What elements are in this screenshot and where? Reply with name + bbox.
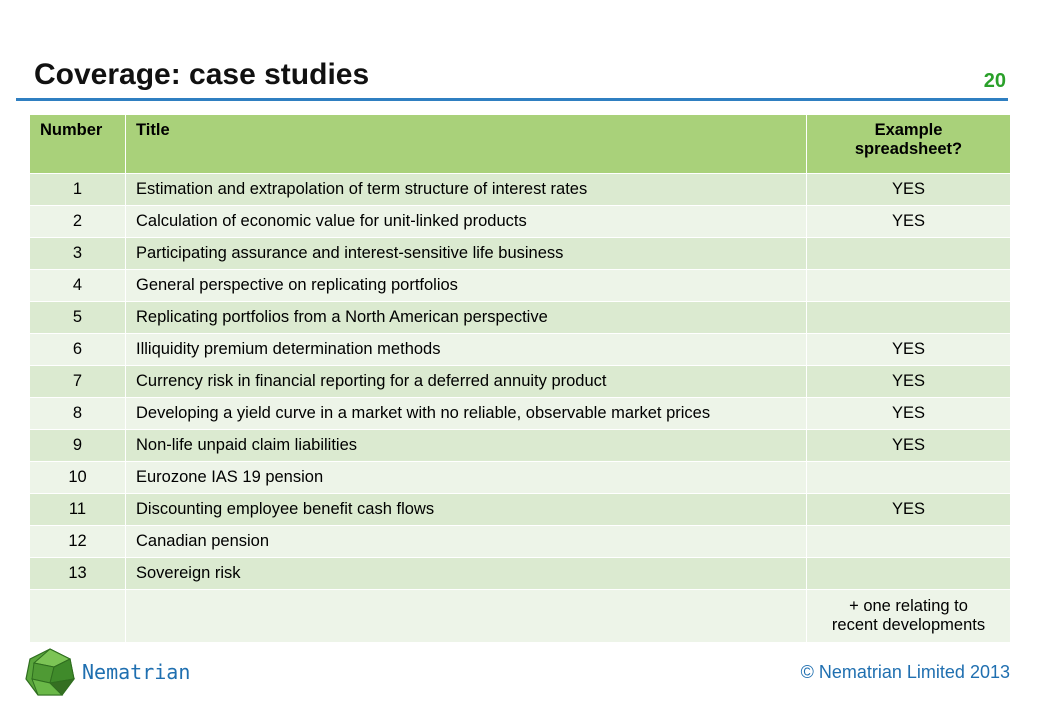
table-row: 2 Calculation of economic value for unit-… [29,205,1011,238]
table-row: 10 Eurozone IAS 19 pension [29,461,1011,494]
table-row: 4 General perspective on replicating port… [29,269,1011,302]
case-title: Discounting employee benefit cash flows [125,493,807,526]
example-spreadsheet: YES [806,365,1011,398]
case-title: Eurozone IAS 19 pension [125,461,807,494]
example-spreadsheet: YES [806,397,1011,430]
example-spreadsheet [806,557,1011,590]
header-example: Example spreadsheet? [806,114,1011,174]
example-spreadsheet [806,461,1011,494]
case-number: 6 [29,333,126,366]
header-title: Title [125,114,807,174]
table-row: 3 Participating assurance and interest-se… [29,237,1011,270]
table-body: 1 Estimation and extrapolation of term st… [29,173,1011,643]
example-spreadsheet: YES [806,333,1011,366]
table-row: 1 Estimation and extrapolation of term st… [29,173,1011,206]
case-number: 2 [29,205,126,238]
example-spreadsheet: YES [806,493,1011,526]
case-studies-table: Number Title Example spreadsheet? 1 Estima… [29,114,1011,643]
case-title: Non-life unpaid claim liabilities [125,429,807,462]
table-row: 13 Sovereign risk [29,557,1011,590]
case-number: 9 [29,429,126,462]
case-number: 7 [29,365,126,398]
case-title: Canadian pension [125,525,807,558]
case-number: 10 [29,461,126,494]
case-title: Estimation and extrapolation of term str… [125,173,807,206]
case-number: 8 [29,397,126,430]
title-divider [16,98,1008,101]
example-spreadsheet [806,301,1011,334]
case-number: 12 [29,525,126,558]
table-cell-empty [125,589,807,643]
case-number: 5 [29,301,126,334]
green-polyhedron-icon [25,648,76,696]
case-title: Replicating portfolios from a North Amer… [125,301,807,334]
example-spreadsheet [806,525,1011,558]
table-row: 12 Canadian pension [29,525,1011,558]
case-number: 4 [29,269,126,302]
table-row: 5 Replicating portfolios from a North Ame… [29,301,1011,334]
example-spreadsheet: YES [806,173,1011,206]
table-cell-empty [29,589,126,643]
table-row: 8 Developing a yield curve in a market wi… [29,397,1011,430]
footnote-line: + one relating to [849,597,968,615]
case-title: Calculation of economic value for unit-l… [125,205,807,238]
table-row: 6 Illiquidity premium determination metho… [29,333,1011,366]
example-spreadsheet [806,237,1011,270]
brand-name: Nematrian [82,660,191,684]
table-row: 9 Non-life unpaid claim liabilities YES [29,429,1011,462]
case-title: Participating assurance and interest-sen… [125,237,807,270]
case-title: Developing a yield curve in a market wit… [125,397,807,430]
nematrian-logo [24,647,76,704]
footnote-line: recent developments [831,616,986,634]
copyright: © Nematrian Limited 2013 [800,662,1010,682]
case-title: Illiquidity premium determination method… [125,333,807,366]
example-spreadsheet: YES [806,205,1011,238]
case-number: 1 [29,173,126,206]
case-title: General perspective on replicating portf… [125,269,807,302]
case-number: 3 [29,237,126,270]
page-number: 20 [983,70,1006,92]
header-number: Number [29,114,126,174]
table-header-row: Number Title Example spreadsheet? [29,114,1011,174]
footnote-cell: + one relating to recent developments [806,589,1011,643]
case-title: Sovereign risk [125,557,807,590]
table-row: 11 Discounting employee benefit cash flow… [29,493,1011,526]
case-title: Currency risk in financial reporting for… [125,365,807,398]
case-number: 11 [29,493,126,526]
example-spreadsheet: YES [806,429,1011,462]
slide-title: Coverage: case studies [34,58,370,91]
case-number: 13 [29,557,126,590]
table-row: 7 Currency risk in financial reporting fo… [29,365,1011,398]
table-row-footnote: + one relating to recent developments [29,589,1011,643]
example-spreadsheet [806,269,1011,302]
